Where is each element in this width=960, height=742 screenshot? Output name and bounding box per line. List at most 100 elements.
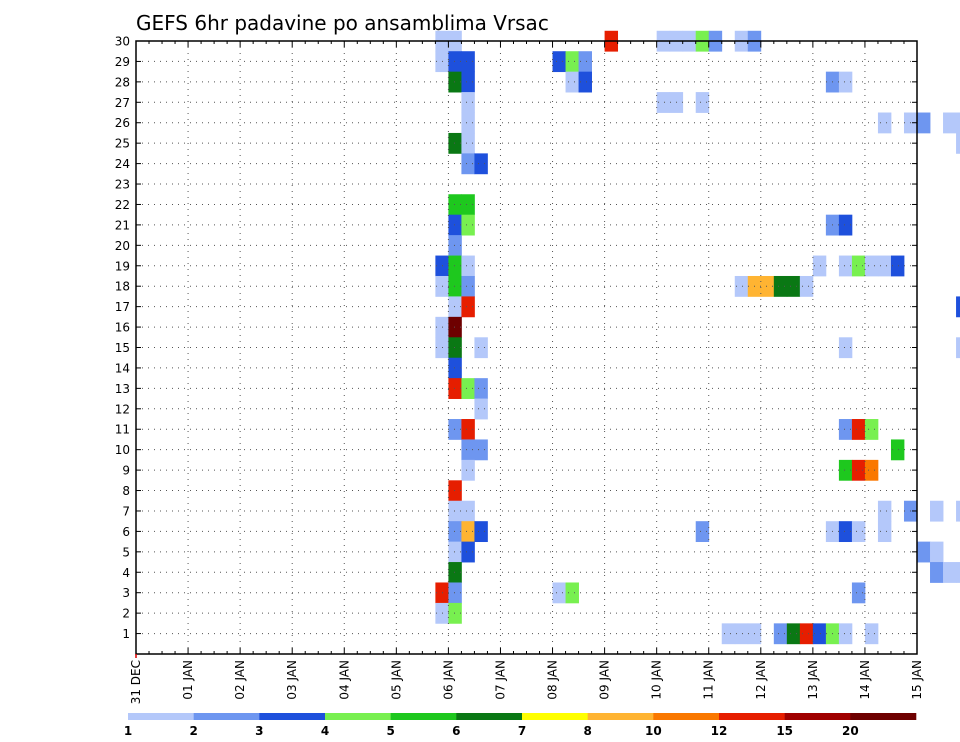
heatmap-cell	[461, 112, 475, 134]
heatmap-cell	[956, 562, 960, 583]
heatmap-cell	[461, 459, 475, 481]
colorbar-swatch	[456, 713, 523, 720]
grid-layer	[136, 40, 917, 654]
y-tick-label: 3	[122, 586, 130, 600]
colorbar-label: 5	[386, 724, 394, 738]
heatmap-cell	[565, 582, 579, 604]
x-tick-label: 11 JAN	[702, 660, 716, 700]
colorbar: 1 2 3 4 5 6 7 8 10 12 15 20	[124, 713, 917, 738]
heatmap-cell	[930, 541, 944, 563]
heatmap-cell	[812, 255, 827, 277]
heatmap-cell	[851, 582, 866, 604]
heatmap-cell	[656, 92, 671, 113]
heatmap-cell	[552, 582, 566, 604]
heatmap-cell	[773, 275, 788, 297]
y-tick-label: 21	[115, 218, 130, 232]
heatmap-cell	[930, 562, 944, 583]
heatmap-cell	[851, 459, 866, 481]
heatmap-cell	[448, 480, 462, 502]
colorbar-swatch	[325, 713, 391, 720]
heatmap-cell	[943, 112, 957, 134]
heatmap-cell	[461, 71, 475, 93]
y-tick-label: 7	[122, 504, 130, 518]
colorbar-swatch	[522, 713, 588, 720]
colorbar-label: 12	[711, 724, 728, 738]
y-tick-label: 29	[115, 55, 130, 69]
colorbar-swatch	[784, 713, 851, 720]
heatmap-cell	[461, 214, 475, 236]
heatmap-cell	[448, 51, 462, 73]
heatmap-cell	[448, 419, 462, 440]
x-tick-label: 05 JAN	[389, 660, 403, 700]
y-tick-label: 30	[115, 35, 130, 49]
colorbar-label: 8	[583, 724, 591, 738]
heatmap-cell	[838, 623, 853, 645]
y-tick-label: 10	[115, 443, 130, 457]
heatmap-cell	[695, 92, 710, 113]
y-tick-label: 18	[115, 280, 130, 294]
heatmap-cell	[448, 337, 462, 359]
heatmap-cell	[565, 51, 579, 73]
y-tick-label: 17	[115, 300, 130, 314]
heatmap-cell	[448, 582, 462, 604]
heatmap-cell	[721, 623, 736, 645]
heatmap-cell	[448, 275, 462, 297]
heatmap-cell	[786, 275, 801, 297]
heatmap-cell	[956, 337, 960, 359]
heatmap-cell	[448, 214, 462, 236]
y-tick-label: 9	[122, 464, 130, 478]
y-tick-label: 2	[122, 607, 130, 621]
colorbar-label: 3	[255, 724, 263, 738]
y-tick-label: 6	[122, 525, 130, 539]
heatmap-cell	[773, 623, 788, 645]
heatmap-cell	[695, 521, 710, 543]
heatmap-cell	[851, 419, 866, 440]
y-tick-label: 15	[115, 341, 130, 355]
x-tick-label: 07 JAN	[493, 660, 507, 700]
heatmap-cell	[917, 541, 931, 563]
heatmap-cell	[448, 132, 462, 154]
colorbar-label: 10	[645, 724, 662, 738]
heatmap-cell	[474, 337, 488, 359]
y-tick-label: 8	[122, 484, 130, 498]
y-tick-label: 27	[115, 96, 130, 110]
x-tick-label: 01 JAN	[181, 660, 195, 700]
heatmap-cell	[864, 623, 879, 645]
heatmap-cell	[851, 521, 866, 543]
heatmap-cell	[461, 255, 475, 277]
heatmap-cell	[461, 296, 475, 318]
y-tick-label: 19	[115, 259, 130, 273]
heatmap-cell	[461, 541, 475, 563]
heatmap-cell	[890, 439, 905, 461]
heatmap-cell	[448, 602, 462, 624]
heatmap-cell	[461, 92, 475, 113]
x-tick-label: 02 JAN	[233, 660, 247, 700]
heatmap-cell	[864, 255, 879, 277]
y-tick-label: 26	[115, 116, 130, 130]
heatmap-cell	[943, 562, 957, 583]
heatmap-cell	[461, 132, 475, 154]
y-tick-label: 22	[115, 198, 130, 212]
x-axis: 31 DEC 01 JAN 02 JAN 03 JAN 04 JAN 05 JAN 06 J…	[129, 41, 924, 704]
x-tick-label: 10 JAN	[650, 660, 664, 700]
heatmap-cell	[838, 459, 853, 481]
heatmap-cell	[760, 275, 775, 297]
heatmap-cell	[578, 71, 592, 93]
heatmap-cell	[930, 500, 944, 522]
heatmap-cell	[851, 255, 866, 277]
y-tick-label: 28	[115, 75, 130, 89]
y-tick-label: 4	[122, 566, 130, 580]
colorbar-swatch	[259, 713, 326, 720]
colorbar-swatch	[587, 713, 654, 720]
x-tick-label: 09 JAN	[598, 660, 612, 700]
heatmap-cell	[786, 623, 801, 645]
heatmap-cell	[448, 194, 462, 216]
heatmap-cell	[461, 439, 475, 461]
heatmap-cell	[461, 194, 475, 216]
heatmap-cell	[448, 255, 462, 277]
y-tick-label: 25	[115, 137, 130, 151]
colorbar-swatch	[193, 713, 260, 720]
heatmap-cell	[956, 132, 960, 154]
heatmap-cell	[474, 378, 488, 399]
